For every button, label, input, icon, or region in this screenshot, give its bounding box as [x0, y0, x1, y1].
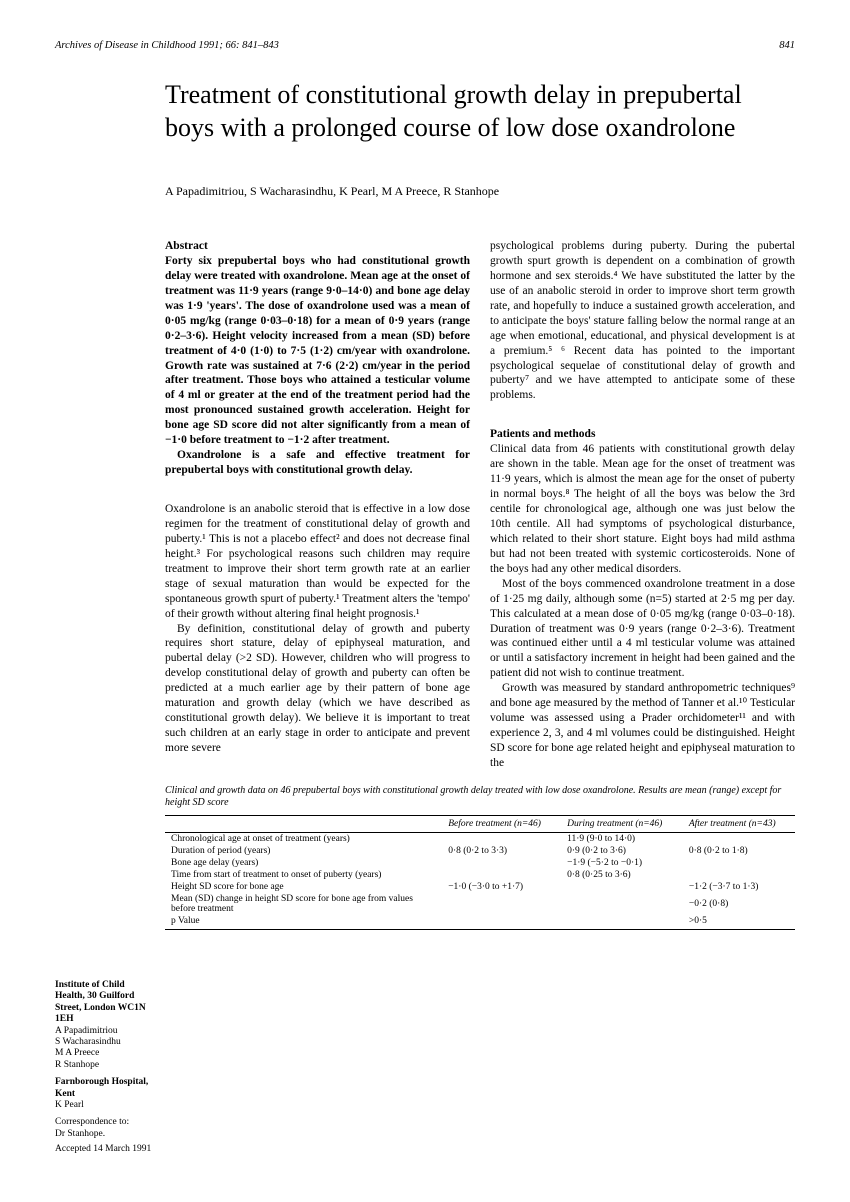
- table-cell: Duration of period (years): [165, 845, 442, 857]
- table-cell: 0·8 (0·2 to 1·8): [683, 845, 795, 857]
- intro-p2: By definition, constitutional delay of g…: [165, 622, 470, 756]
- patients-head: Patients and methods: [490, 427, 795, 442]
- table-cell: [442, 869, 561, 881]
- table-cell: −1·2 (−3·7 to 1·3): [683, 881, 795, 893]
- col2-p3: Most of the boys commenced oxandrolone t…: [490, 577, 795, 682]
- right-column: psychological problems during puberty. D…: [490, 239, 795, 771]
- table-cell: [442, 893, 561, 915]
- table-cell: −1·0 (−3·0 to +1·7): [442, 881, 561, 893]
- table-cell: [442, 857, 561, 869]
- table-cell: [683, 832, 795, 845]
- table-cell: Bone age delay (years): [165, 857, 442, 869]
- table-cell: >0·5: [683, 915, 795, 930]
- table-row: Chronological age at onset of treatment …: [165, 832, 795, 845]
- page-number: 841: [779, 40, 795, 51]
- table-row: Height SD score for bone age−1·0 (−3·0 t…: [165, 881, 795, 893]
- abstract-p1: Forty six prepubertal boys who had const…: [165, 254, 470, 448]
- article-title: Treatment of constitutional growth delay…: [165, 79, 795, 144]
- th-0: [165, 815, 442, 832]
- table-cell: Mean (SD) change in height SD score for …: [165, 893, 442, 915]
- intro-p1: Oxandrolone is an anabolic steroid that …: [165, 502, 470, 622]
- th-3: After treatment (n=43): [683, 815, 795, 832]
- col2-p1: psychological problems during puberty. D…: [490, 239, 795, 403]
- table-caption: Clinical and growth data on 46 prepubert…: [165, 785, 795, 809]
- table-cell: Chronological age at onset of treatment …: [165, 832, 442, 845]
- correspondence-label: Correspondence to:: [55, 1117, 155, 1128]
- table-row: Time from start of treatment to onset of…: [165, 869, 795, 881]
- table-cell: [561, 915, 683, 930]
- abstract-head: Abstract: [165, 239, 470, 254]
- table-cell: [683, 857, 795, 869]
- table-row: p Value >0·5: [165, 915, 795, 930]
- accepted-date: Accepted 14 March 1991: [55, 1144, 155, 1155]
- left-column: Abstract Forty six prepubertal boys who …: [165, 239, 470, 771]
- table-cell: 0·8 (0·2 to 3·3): [442, 845, 561, 857]
- th-2: During treatment (n=46): [561, 815, 683, 832]
- affiliations: Institute of Child Health, 30 Guilford S…: [55, 980, 155, 1155]
- affil1-head: Institute of Child Health, 30 Guilford S…: [55, 980, 155, 1026]
- table-cell: [561, 893, 683, 915]
- table-cell: 0·8 (0·25 to 3·6): [561, 869, 683, 881]
- table-cell: −0·2 (0·8): [683, 893, 795, 915]
- table-cell: p Value: [165, 915, 442, 930]
- table-cell: Height SD score for bone age: [165, 881, 442, 893]
- affil1-names: A Papadimitriou S Wacharasindhu M A Pree…: [55, 1026, 155, 1072]
- table-cell: [683, 869, 795, 881]
- data-table: Before treatment (n=46) During treatment…: [165, 815, 795, 930]
- col2-p2: Clinical data from 46 patients with cons…: [490, 442, 795, 576]
- table-cell: [442, 832, 561, 845]
- table-cell: Time from start of treatment to onset of…: [165, 869, 442, 881]
- table-cell: 0·9 (0·2 to 3·6): [561, 845, 683, 857]
- journal-ref: Archives of Disease in Childhood 1991; 6…: [55, 40, 279, 51]
- affil2-head: Farnborough Hospital, Kent: [55, 1077, 155, 1100]
- running-header: Archives of Disease in Childhood 1991; 6…: [55, 40, 795, 57]
- col2-p4: Growth was measured by standard anthropo…: [490, 681, 795, 771]
- abstract-p2: Oxandrolone is a safe and effective trea…: [165, 448, 470, 478]
- affil2-names: K Pearl: [55, 1100, 155, 1111]
- table-cell: 11·9 (9·0 to 14·0): [561, 832, 683, 845]
- table-row: Duration of period (years)0·8 (0·2 to 3·…: [165, 845, 795, 857]
- th-1: Before treatment (n=46): [442, 815, 561, 832]
- table-cell: −1·9 (−5·2 to −0·1): [561, 857, 683, 869]
- table-cell: [442, 915, 561, 930]
- table-row: Mean (SD) change in height SD score for …: [165, 893, 795, 915]
- table-cell: [561, 881, 683, 893]
- correspondence-to: Dr Stanhope.: [55, 1129, 155, 1140]
- table-header-row: Before treatment (n=46) During treatment…: [165, 815, 795, 832]
- authors: A Papadimitriou, S Wacharasindhu, K Pear…: [165, 184, 795, 199]
- table-row: Bone age delay (years) −1·9 (−5·2 to −0·1…: [165, 857, 795, 869]
